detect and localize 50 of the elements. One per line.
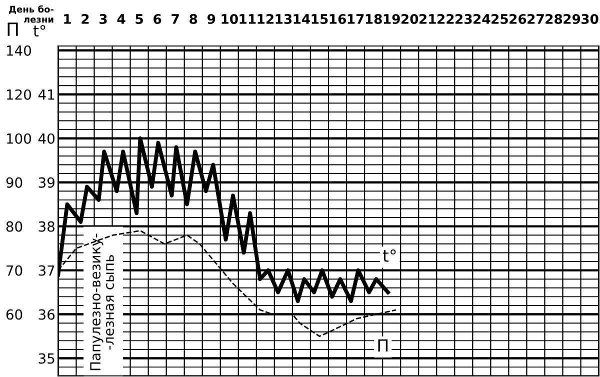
y2-tick-label: 80 [6, 221, 22, 232]
x-tick-label: 6 [154, 14, 162, 24]
x-tick-label: 15 [312, 14, 328, 24]
x-tick-label: 10 [222, 14, 238, 24]
x-tick-label: 27 [528, 14, 544, 24]
x-tick-label: 22 [437, 14, 454, 24]
y2-tick-label: 60 [6, 309, 22, 320]
y-tick-label: 38 [38, 221, 54, 232]
y2-tick-label: 70 [6, 265, 22, 276]
y3-tick-label: 140 [6, 45, 32, 56]
x-tick-label: 20 [401, 14, 418, 24]
y3-tick-label: 120 [6, 89, 32, 100]
x-tick-label: 8 [190, 14, 198, 24]
y-tick-label: 35 [38, 353, 54, 364]
x-tick-label: 23 [456, 14, 472, 24]
y2-tick-label: 100 [6, 133, 32, 144]
x-tick-label: 29 [564, 14, 580, 24]
x-tick-label: 21 [419, 14, 436, 24]
y-tick-label: 37 [38, 265, 54, 276]
series-label: t° [382, 249, 396, 262]
x-tick-label: 19 [384, 14, 400, 24]
x-tick-label: 2 [82, 14, 89, 24]
y2-tick-label: 90 [6, 177, 22, 188]
x-tick-label: 14 [294, 14, 310, 24]
x-tick-label: 26 [510, 14, 526, 24]
x-tick-label: 3 [100, 14, 107, 24]
y-tick-label: 36 [38, 309, 55, 320]
x-tick-label: 9 [207, 14, 216, 24]
y-axis-title: t° [33, 25, 46, 36]
x-tick-label: 11 [240, 14, 256, 24]
y-tick-label: 41 [38, 90, 54, 100]
annotation: Папулезно-везику- -лезная сыпь [90, 234, 114, 370]
x-tick-label: 25 [492, 14, 508, 24]
y2-axis-title: П [8, 22, 18, 36]
x-tick-label: 1 [64, 14, 71, 24]
series-label: П [378, 339, 388, 352]
x-axis-title: День бо- лезни [9, 5, 54, 23]
x-tick-label: 13 [276, 14, 292, 24]
x-tick-label: 24 [474, 14, 490, 24]
y-tick-label: 40 [38, 133, 54, 144]
x-tick-label: 30 [581, 14, 598, 24]
x-tick-label: 17 [348, 14, 364, 24]
y-tick-label: 39 [38, 177, 54, 188]
x-tick-label: 5 [136, 14, 143, 24]
x-tick-label: 12 [258, 14, 274, 24]
x-tick-label: 18 [366, 14, 382, 24]
x-tick-label: 28 [546, 14, 562, 24]
x-tick-label: 7 [172, 14, 179, 24]
x-tick-label: 4 [117, 14, 126, 24]
x-tick-label: 16 [330, 14, 346, 24]
